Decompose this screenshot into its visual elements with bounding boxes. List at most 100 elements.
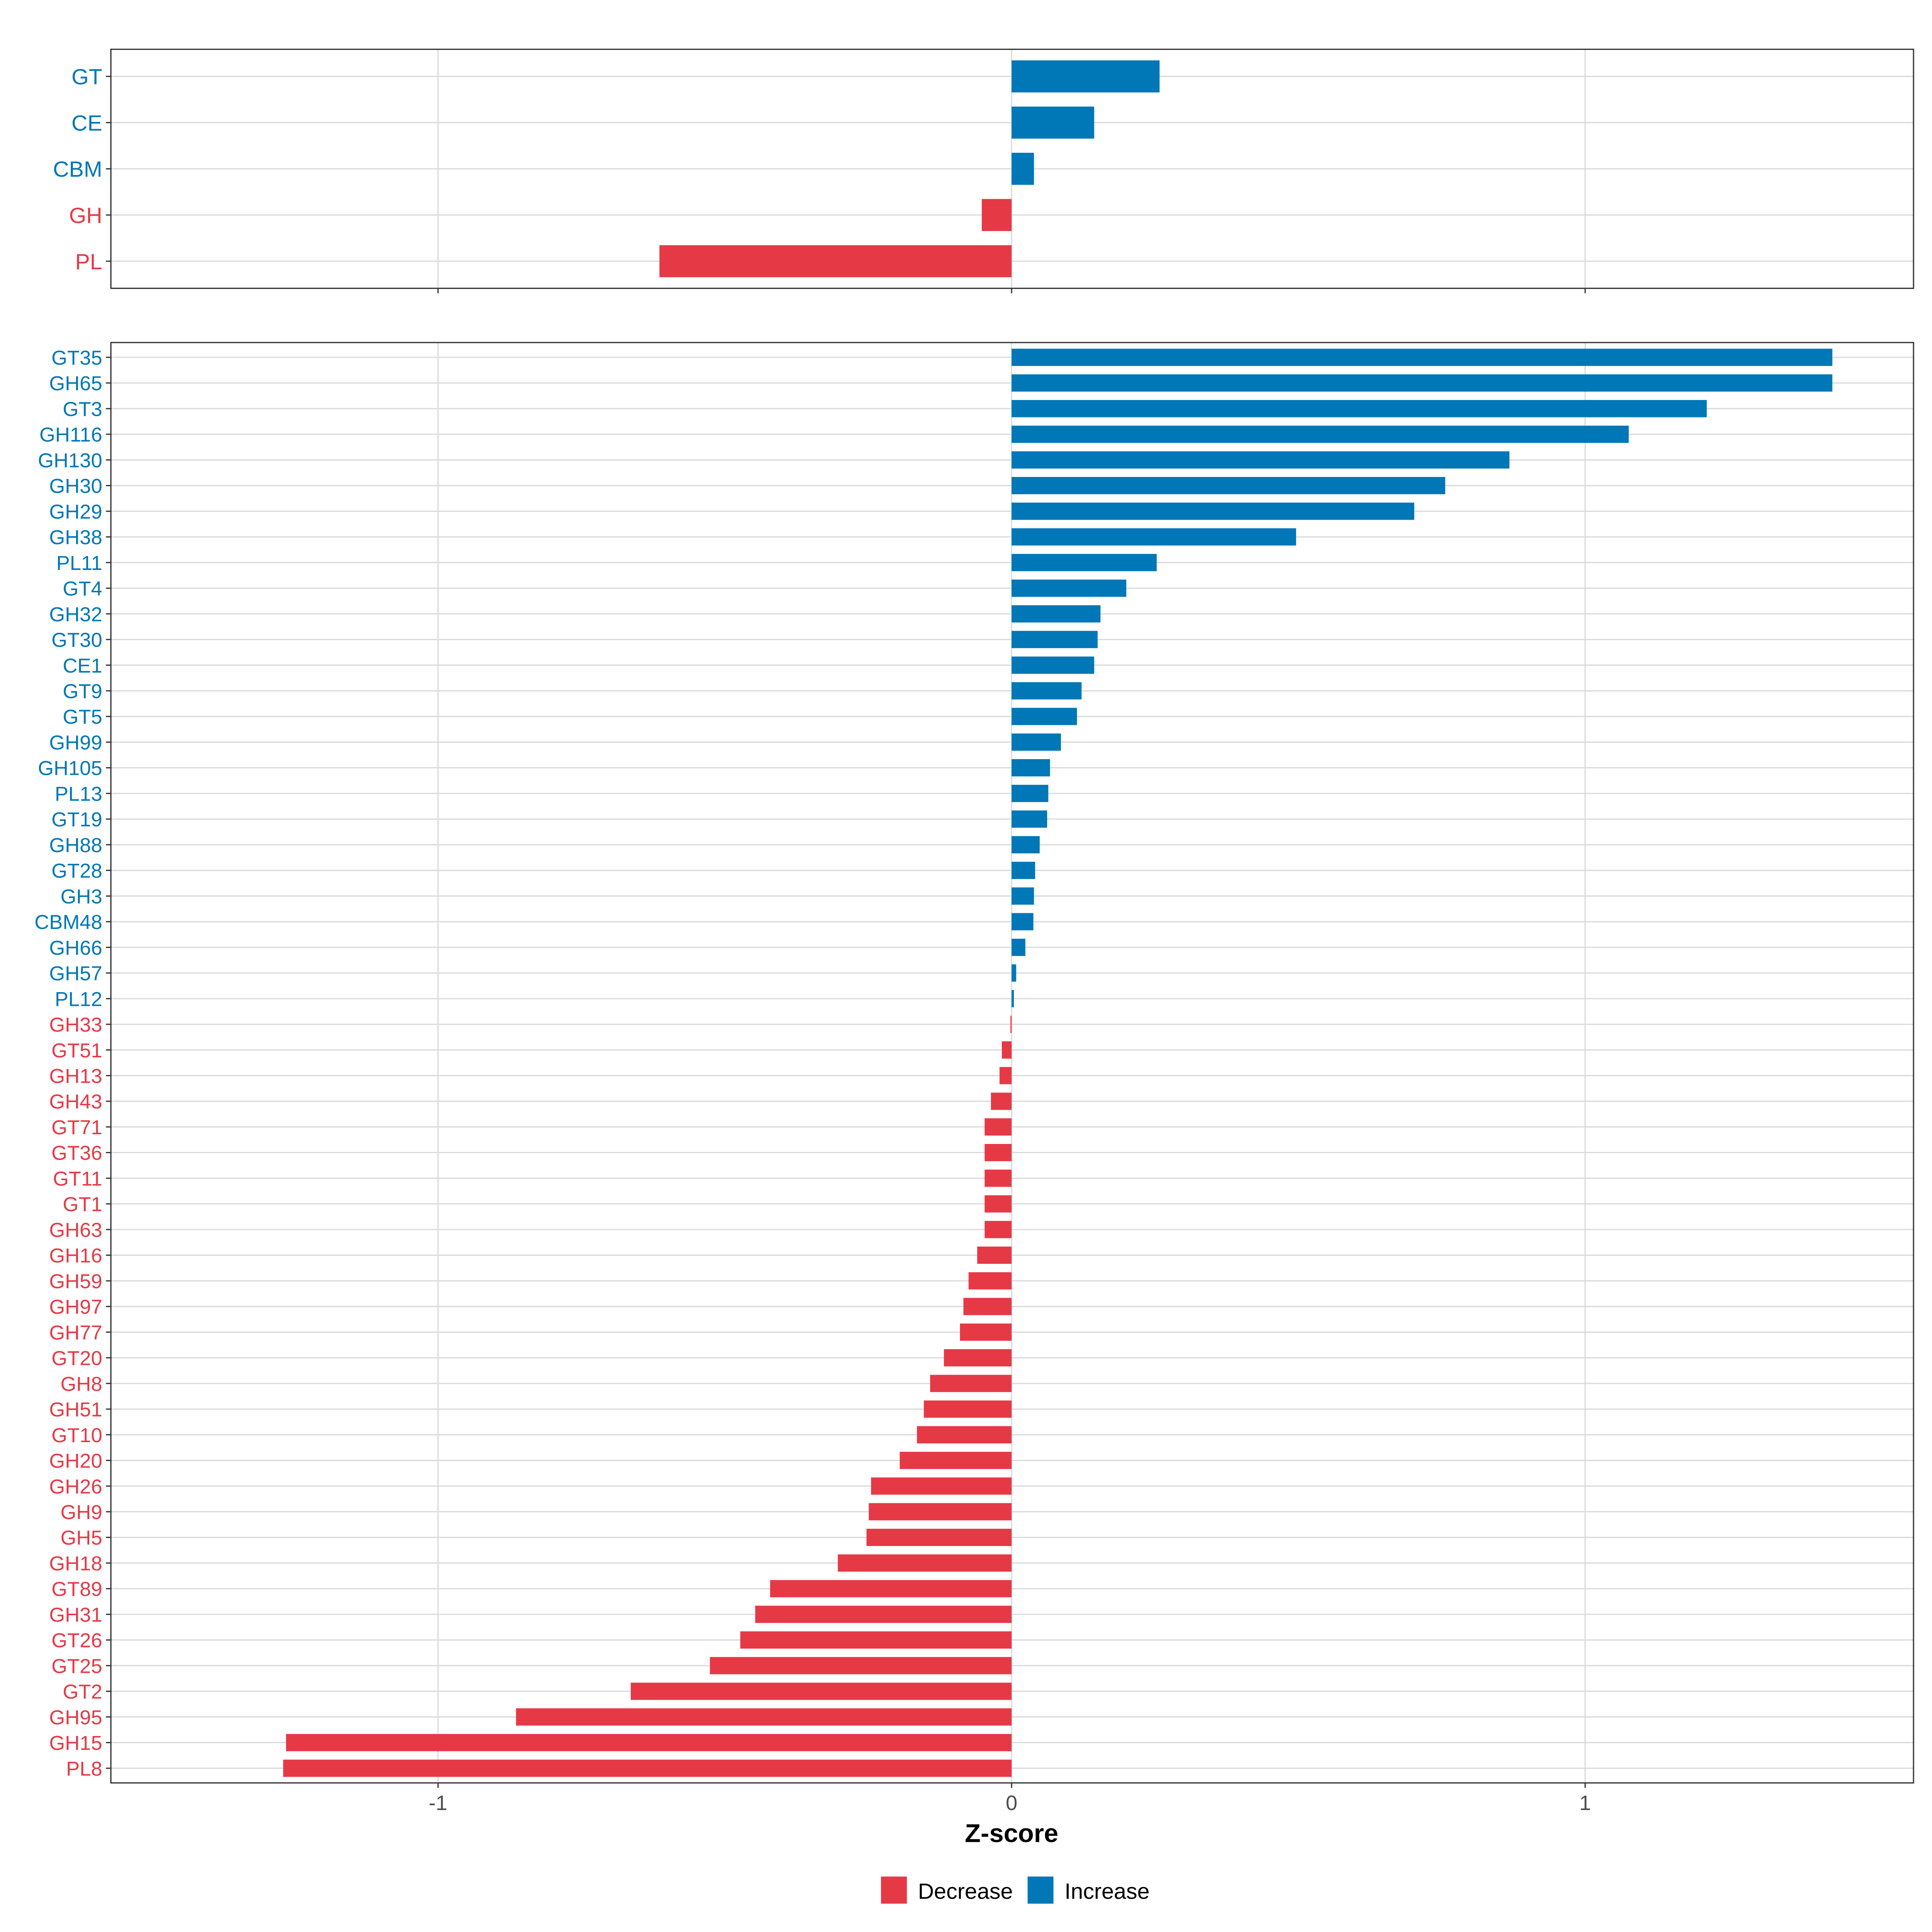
bar-GH bbox=[982, 199, 1012, 231]
y-tick-label: CBM bbox=[53, 157, 102, 182]
y-tick-label: GT2 bbox=[63, 1680, 102, 1703]
bar-GH51 bbox=[924, 1400, 1012, 1418]
bar-GT1 bbox=[985, 1195, 1012, 1213]
bar-GH116 bbox=[1011, 425, 1629, 443]
bar-GH105 bbox=[1011, 759, 1050, 776]
bar-GH57 bbox=[1011, 964, 1016, 982]
y-tick-label: GH16 bbox=[49, 1244, 102, 1267]
bar-GH59 bbox=[968, 1272, 1012, 1290]
y-tick-label: GH30 bbox=[49, 475, 102, 497]
y-tick-label: GT51 bbox=[52, 1039, 102, 1062]
y-tick-label: GT4 bbox=[63, 577, 102, 600]
y-tick-label: GH97 bbox=[49, 1295, 102, 1318]
bar-GT9 bbox=[1011, 682, 1082, 700]
x-tick-label: 1 bbox=[1579, 1792, 1591, 1815]
y-tick-label: GT26 bbox=[52, 1629, 102, 1652]
x-tick-label: 0 bbox=[1006, 1792, 1018, 1815]
y-tick-label: GH9 bbox=[60, 1501, 102, 1523]
bar-GH13 bbox=[999, 1067, 1012, 1084]
bar-GT30 bbox=[1011, 631, 1098, 648]
y-tick-label: GH13 bbox=[49, 1065, 102, 1088]
bar-CE bbox=[1011, 106, 1094, 139]
y-tick-label: GH99 bbox=[49, 731, 102, 754]
y-tick-label: GH3 bbox=[60, 885, 102, 908]
y-tick-label: GH63 bbox=[49, 1218, 102, 1241]
bar-GT51 bbox=[1002, 1041, 1012, 1059]
y-tick-label: GH15 bbox=[49, 1732, 102, 1754]
bar-GH5 bbox=[866, 1529, 1012, 1546]
legend-label-decrease: Decrease bbox=[918, 1878, 1013, 1903]
bar-GT2 bbox=[631, 1682, 1012, 1700]
y-tick-label: GH116 bbox=[39, 423, 102, 446]
bar-GH32 bbox=[1011, 605, 1101, 623]
bar-PL8 bbox=[283, 1759, 1012, 1777]
bar-GT36 bbox=[985, 1144, 1012, 1161]
bar-PL12 bbox=[1011, 990, 1014, 1007]
bar-GH33 bbox=[1010, 1016, 1012, 1033]
bar-GT25 bbox=[710, 1657, 1012, 1674]
y-tick-label: GT35 bbox=[52, 346, 102, 369]
top-panel: GT CE CBM GH PL bbox=[53, 48, 1914, 293]
y-tick-label: GH20 bbox=[49, 1449, 102, 1472]
y-tick-label: GH66 bbox=[49, 936, 102, 959]
bar-GH20 bbox=[900, 1451, 1012, 1469]
y-tick-label: GH43 bbox=[49, 1090, 102, 1113]
bar-GH38 bbox=[1011, 528, 1296, 546]
bar-GT bbox=[1011, 60, 1160, 93]
bar-GH3 bbox=[1011, 887, 1034, 905]
bar-GH30 bbox=[1011, 477, 1445, 494]
y-tick-label: GH38 bbox=[49, 526, 102, 549]
bar-GH31 bbox=[755, 1606, 1012, 1623]
bar-GT35 bbox=[1011, 349, 1833, 366]
bar-GH15 bbox=[286, 1734, 1012, 1751]
y-tick-label: GH95 bbox=[49, 1706, 102, 1729]
y-tick-label: GH51 bbox=[49, 1398, 102, 1421]
y-tick-label: CBM48 bbox=[35, 910, 102, 933]
y-tick-label: PL11 bbox=[56, 551, 102, 574]
bar-GH77 bbox=[960, 1323, 1012, 1341]
bar-GT3 bbox=[1011, 400, 1707, 417]
bar-GH66 bbox=[1011, 939, 1026, 956]
y-tick-label: PL bbox=[75, 249, 102, 274]
y-tick-label: GH bbox=[69, 203, 102, 228]
y-tick-label: GT1 bbox=[63, 1193, 102, 1216]
bar-PL11 bbox=[1011, 554, 1157, 572]
y-tick-label: PL8 bbox=[66, 1757, 102, 1780]
y-tick-label: GH8 bbox=[60, 1372, 102, 1395]
bar-GH8 bbox=[930, 1375, 1012, 1392]
legend-label-increase: Increase bbox=[1065, 1878, 1150, 1903]
bar-CE1 bbox=[1011, 656, 1094, 674]
y-tick-label: PL13 bbox=[55, 782, 102, 805]
bar-GH99 bbox=[1011, 733, 1061, 751]
y-tick-label: GH130 bbox=[38, 449, 102, 472]
bar-GH63 bbox=[985, 1221, 1012, 1238]
y-tick-label: GT5 bbox=[63, 705, 102, 728]
y-tick-label: GT3 bbox=[63, 397, 102, 420]
y-tick-label: PL12 bbox=[55, 987, 102, 1010]
y-tick-label: GH18 bbox=[49, 1552, 102, 1575]
y-tick-label: GT28 bbox=[52, 859, 102, 882]
y-tick-label: GT36 bbox=[52, 1141, 102, 1164]
bar-GT11 bbox=[985, 1169, 1012, 1187]
bar-GT20 bbox=[944, 1349, 1012, 1366]
y-tick-label: GH29 bbox=[49, 500, 102, 523]
bar-GH29 bbox=[1011, 502, 1414, 520]
bar-GH65 bbox=[1011, 374, 1833, 392]
legend: Decrease Increase bbox=[881, 1876, 1150, 1904]
bar-GH88 bbox=[1011, 836, 1040, 854]
y-tick-label: GT89 bbox=[52, 1577, 102, 1600]
bar-GH16 bbox=[977, 1247, 1012, 1264]
y-tick-label: GT bbox=[72, 64, 103, 89]
bar-GH26 bbox=[871, 1477, 1012, 1495]
y-tick-label: GT25 bbox=[52, 1654, 102, 1677]
bar-GH130 bbox=[1011, 451, 1510, 469]
bar-PL bbox=[659, 245, 1012, 277]
y-tick-label: GH33 bbox=[49, 1013, 102, 1036]
y-tick-label: GT30 bbox=[52, 628, 102, 651]
bar-GH97 bbox=[963, 1298, 1012, 1315]
bar-GT5 bbox=[1011, 708, 1077, 725]
bar-GT10 bbox=[917, 1426, 1012, 1444]
bar-GH95 bbox=[516, 1708, 1012, 1726]
y-tick-label: CE bbox=[72, 110, 103, 135]
